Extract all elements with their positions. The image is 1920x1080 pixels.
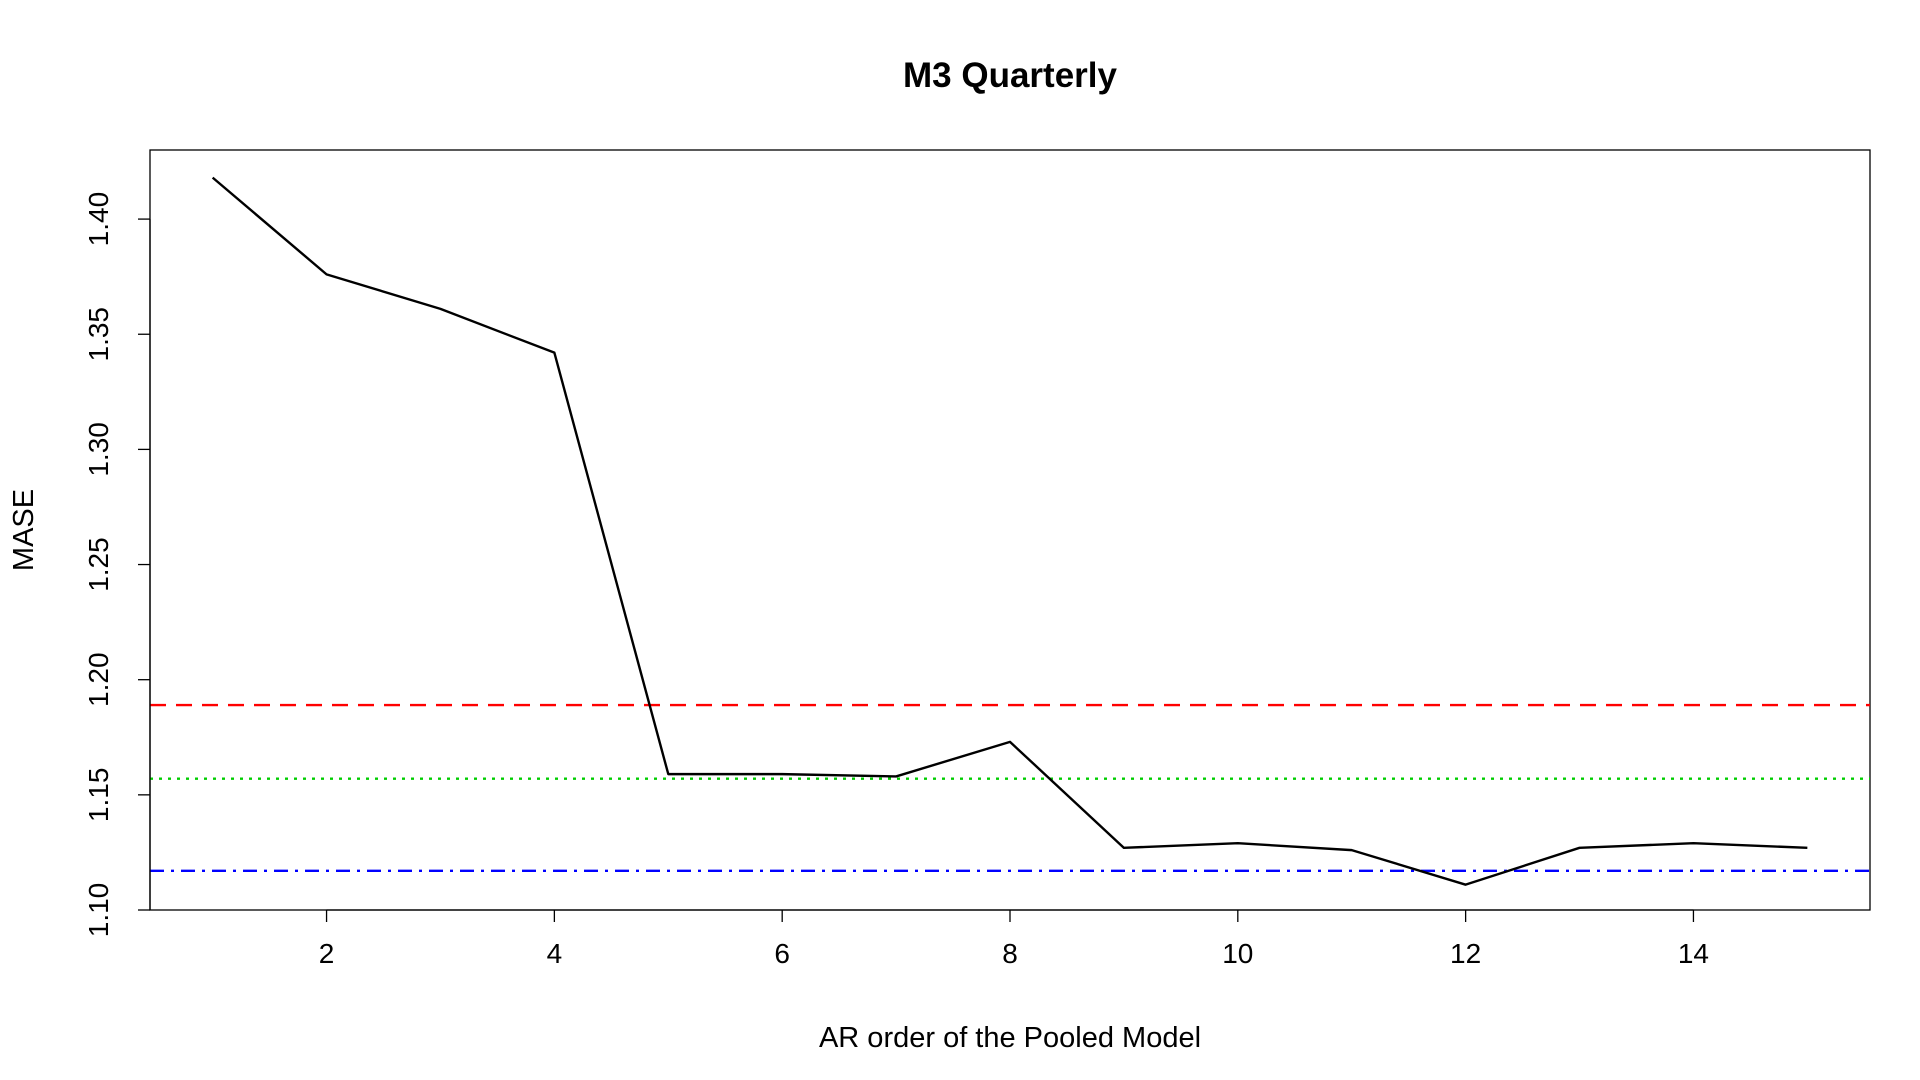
- x-tick-label: 2: [319, 938, 335, 969]
- x-axis: 2 4 6 8 10 12 14: [319, 909, 1709, 969]
- plot-area-frame: [149, 149, 1871, 911]
- y-tick-label: 1.30: [83, 422, 114, 477]
- y-tick-label: 1.10: [83, 883, 114, 938]
- y-tick-label: 1.20: [83, 652, 114, 707]
- series-layer: [211, 176, 1808, 886]
- y-axis: 1.10 1.15 1.20 1.25 1.30 1.35 1.40: [83, 192, 151, 938]
- chart-title: M3 Quarterly: [903, 56, 1117, 95]
- series-line: [211, 176, 1808, 886]
- y-tick-label: 1.25: [83, 537, 114, 592]
- x-tick-label: 14: [1678, 938, 1709, 969]
- y-tick-label: 1.35: [83, 307, 114, 362]
- y-axis-label: MASE: [8, 489, 40, 571]
- x-axis-label: AR order of the Pooled Model: [819, 1022, 1201, 1054]
- y-tick-label: 1.40: [83, 192, 114, 247]
- reference-lines: [150, 703, 1870, 873]
- x-tick-label: 6: [774, 938, 790, 969]
- x-tick-label: 12: [1450, 938, 1481, 969]
- y-tick-label: 1.15: [83, 768, 114, 823]
- x-tick-label: 8: [1002, 938, 1018, 969]
- x-tick-label: 4: [547, 938, 563, 969]
- x-tick-label: 10: [1222, 938, 1253, 969]
